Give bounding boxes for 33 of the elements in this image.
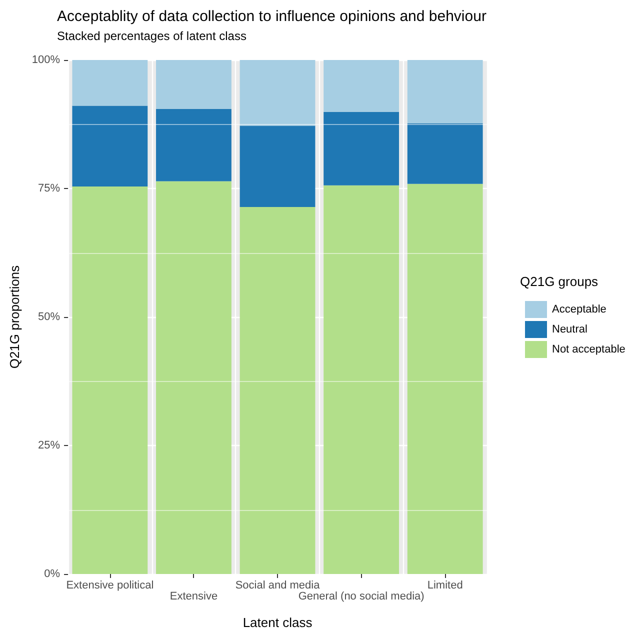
bar <box>156 181 232 574</box>
x-axis-title: Latent class <box>242 615 313 630</box>
bar <box>324 185 400 574</box>
bar <box>156 108 232 182</box>
y-tick-label: 100% <box>32 54 60 66</box>
bar <box>324 60 400 112</box>
x-tick-label: Limited <box>427 580 463 592</box>
y-tick-label: 25% <box>38 440 60 452</box>
bar <box>240 207 316 574</box>
legend-label: Acceptable <box>552 304 606 316</box>
legend-label: Neutral <box>552 324 588 336</box>
bar <box>407 123 483 184</box>
y-axis-title: Q21G proportions <box>7 264 22 369</box>
bar <box>156 60 232 109</box>
y-tick-label: 50% <box>38 311 60 323</box>
bar <box>240 60 316 126</box>
x-tick-label: Extensive political <box>66 580 154 592</box>
y-tick-label: 75% <box>38 182 60 194</box>
legend-title: Q21G groups <box>520 274 599 289</box>
chart-title: Acceptablity of data collection to influence opinions and behviour <box>57 8 486 25</box>
bar <box>407 60 483 124</box>
chart-subtitle: Stacked percentages of latent class <box>57 29 246 43</box>
x-tick-label: Social and media <box>235 580 321 592</box>
x-tick-label: General (no social media) <box>298 590 424 602</box>
legend-label: Not acceptable <box>552 344 626 356</box>
bar <box>324 112 400 186</box>
bar <box>72 186 148 574</box>
bar <box>407 184 483 574</box>
bar <box>72 106 148 186</box>
y-tick-label: 0% <box>44 568 60 580</box>
bar <box>240 126 316 208</box>
bar <box>72 60 148 106</box>
x-tick-label: Extensive <box>170 590 218 602</box>
